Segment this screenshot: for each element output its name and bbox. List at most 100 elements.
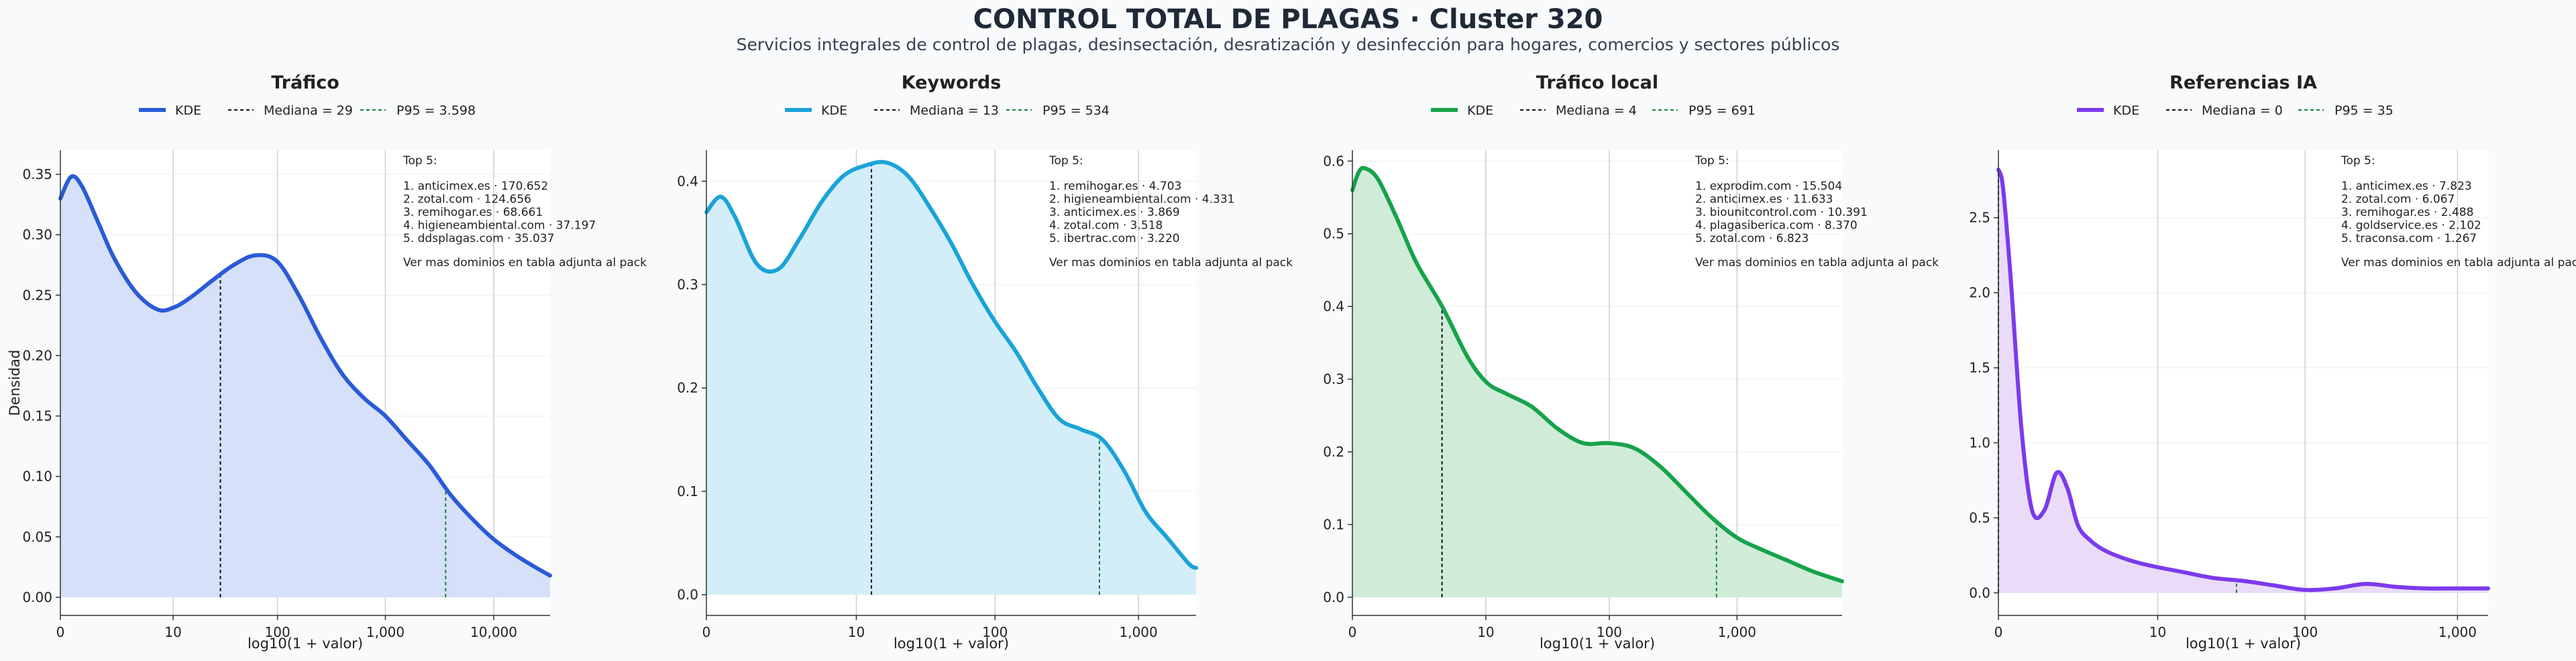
top5-item: 5. traconsa.com · 1.267 (2341, 232, 2477, 245)
y-tick-label: 0.0 (1969, 585, 1990, 601)
y-tick-label: 1.0 (1969, 435, 1990, 451)
top5-item: 3. remihogar.es · 68.661 (403, 206, 543, 219)
y-tick-label: 0.1 (677, 483, 698, 499)
y-tick-label: 0.3 (1323, 371, 1344, 387)
top5-item: 2. anticimex.es · 11.633 (1695, 193, 1833, 206)
top5-title: Top 5: (402, 154, 437, 168)
y-tick-label: 0.30 (22, 227, 52, 243)
kde-line (58, 174, 552, 578)
y-tick-label: 2.0 (1969, 285, 1990, 301)
top5-item: 5. ddsplagas.com · 35.037 (403, 232, 554, 245)
x-tick-label: 1,000 (1718, 624, 1756, 640)
legend-p95-label: P95 = 3.598 (396, 103, 476, 118)
top5-item: 2. zotal.com · 124.656 (403, 193, 531, 206)
legend-p95-label: P95 = 534 (1042, 103, 1110, 118)
y-tick-label: 0.6 (1323, 153, 1344, 169)
top5-item: 1. remihogar.es · 4.703 (1049, 180, 1181, 193)
y-tick-label: 0.3 (677, 276, 698, 292)
x-tick-label: 1,000 (366, 624, 405, 640)
top5-title: Top 5: (1695, 154, 1729, 168)
top5-item: 4. zotal.com · 3.518 (1049, 219, 1163, 233)
x-tick-label: 100 (1597, 624, 1622, 640)
kde-panel-1: Tráfico KDE Mediana = 29 P95 = 3.598 0.00 0.0… (7, 72, 647, 652)
kde-panel-2: Keywords KDE Mediana = 13 P95 = 534 0.0 0.1 0.… (677, 72, 1293, 652)
x-tick-label: 0 (702, 624, 711, 640)
panel-title: Tráfico (271, 72, 339, 93)
y-tick-label: 0.5 (1323, 226, 1344, 242)
kde-line (1996, 168, 2490, 593)
panel-title: Keywords (902, 72, 1002, 93)
x-tick-label: 1,000 (1119, 624, 1157, 640)
top5-item: 3. anticimex.es · 3.869 (1049, 206, 1180, 219)
y-tick-label: 0.00 (22, 589, 52, 605)
top5-item: 1. exprodim.com · 15.504 (1695, 180, 1842, 193)
kde-line (1350, 166, 1844, 584)
top5-item: 5. ibertrac.com · 3.220 (1049, 232, 1180, 245)
y-tick-label: 0.2 (1323, 444, 1344, 460)
y-tick-label: 0.5 (1969, 509, 1990, 526)
top5-item: 4. higieneambiental.com · 37.197 (403, 219, 596, 233)
y-tick-label: 0.05 (22, 529, 52, 545)
top5-item: 1. anticimex.es · 7.823 (2341, 180, 2472, 193)
legend: KDE Mediana = 29 P95 = 3.598 (139, 103, 476, 118)
top5-item: 5. zotal.com · 6.823 (1695, 232, 1809, 245)
x-tick-label: 1,000 (2438, 624, 2477, 640)
y-tick-label: 0.25 (22, 287, 52, 303)
top5-item: 4. plagasiberica.com · 8.370 (1695, 219, 1858, 233)
legend-kde-label: KDE (175, 103, 201, 118)
top5-footer: Ver mas dominios en tabla adjunta al pac… (1049, 256, 1293, 269)
top5-title: Top 5: (2341, 154, 2375, 168)
top5-item: 2. zotal.com · 6.067 (2341, 193, 2455, 206)
y-tick-label: 0.4 (1323, 298, 1344, 314)
legend-median-label: Mediana = 4 (1556, 103, 1637, 118)
y-tick-label: 0.0 (677, 587, 698, 603)
x-axis-label: log10(1 + valor) (2186, 636, 2301, 652)
y-tick-label: 0.4 (677, 173, 698, 189)
kde-area (1352, 168, 1842, 597)
top5-item: 3. remihogar.es · 2.488 (2341, 206, 2473, 219)
legend-kde-label: KDE (2113, 103, 2139, 118)
y-tick-label: 0.1 (1323, 516, 1344, 532)
x-tick-label: 0 (1348, 624, 1357, 640)
legend-kde-label: KDE (821, 103, 847, 118)
y-axis-label: Densidad (7, 350, 23, 416)
legend-median-label: Mediana = 13 (910, 103, 999, 118)
top5-footer: Ver mas dominios en tabla adjunta al pac… (403, 256, 647, 269)
legend: KDE Mediana = 4 P95 = 691 (1431, 103, 1756, 118)
kde-panel-3: Tráfico local KDE Mediana = 4 P95 = 691 0.0 0… (1323, 72, 1939, 652)
legend-median-label: Mediana = 29 (264, 103, 353, 118)
y-tick-label: 0.20 (22, 347, 52, 363)
x-tick-label: 10,000 (470, 624, 517, 640)
x-tick-label: 10 (164, 624, 181, 640)
top5-item: 2. higieneambiental.com · 4.331 (1049, 193, 1234, 206)
x-tick-label: 10 (2149, 624, 2166, 640)
legend: KDE Mediana = 13 P95 = 534 (785, 103, 1110, 118)
kde-area (706, 162, 1196, 595)
top5-item: 3. biounitcontrol.com · 10.391 (1695, 206, 1868, 219)
y-tick-label: 2.5 (1969, 210, 1990, 226)
x-axis-label: log10(1 + valor) (894, 636, 1009, 652)
x-tick-label: 10 (1477, 624, 1494, 640)
y-tick-label: 0.35 (22, 166, 52, 182)
top5-footer: Ver mas dominios en tabla adjunta al pac… (2341, 256, 2576, 269)
kde-area (60, 176, 550, 597)
top5-item: 4. goldservice.es · 2.102 (2341, 219, 2481, 233)
kde-line (704, 160, 1198, 570)
x-tick-label: 10 (848, 624, 865, 640)
top5-footer: Ver mas dominios en tabla adjunta al pac… (1695, 256, 1939, 269)
x-axis-label: log10(1 + valor) (248, 636, 363, 652)
x-tick-label: 100 (2292, 624, 2318, 640)
top5-item: 1. anticimex.es · 170.652 (403, 180, 548, 193)
kde-panel-4: Referencias IA KDE Mediana = 0 P95 = 35 0.0 0… (1969, 72, 2576, 652)
legend-median-label: Mediana = 0 (2202, 103, 2283, 118)
x-tick-label: 100 (265, 624, 290, 640)
x-tick-label: 100 (982, 624, 1008, 640)
panel-title: Referencias IA (2169, 72, 2317, 93)
kde-area (1998, 170, 2488, 593)
y-tick-label: 0.10 (22, 469, 52, 485)
